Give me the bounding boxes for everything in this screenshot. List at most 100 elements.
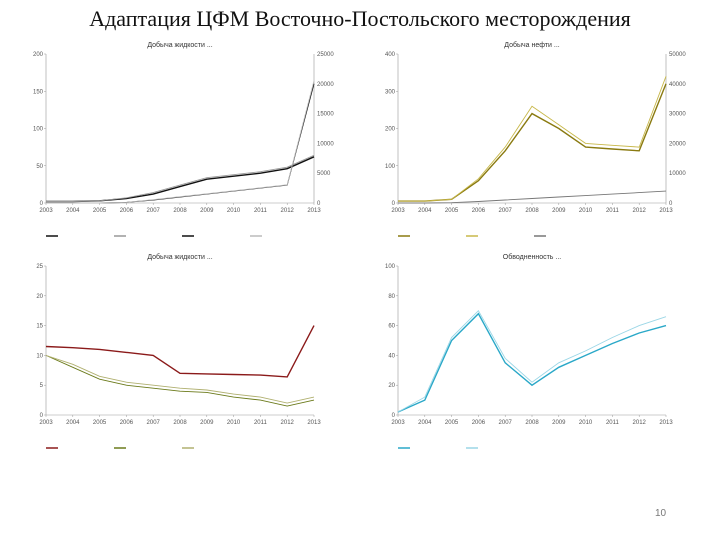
x-tick-label: 2008 [525, 208, 539, 214]
x-tick-label: 2006 [472, 420, 486, 426]
y-tick-label: 200 [385, 127, 396, 133]
x-tick-label: 2007 [147, 208, 161, 214]
y2-tick-label: 10000 [317, 141, 334, 147]
x-tick-label: 2003 [39, 208, 53, 214]
chart-title: Добыча жидкости ... [147, 41, 212, 49]
x-tick-label: 2010 [579, 420, 593, 426]
chart-panel-oil-rate: Добыча нефти ... 400 300 200 100 0 50000 40000 3… [370, 38, 700, 283]
chart-title: Добыча жидкости ... [147, 253, 212, 261]
y-tick-label: 10 [36, 353, 43, 359]
y2-tick-label: 50000 [669, 52, 686, 58]
x-tick-label: 2007 [499, 208, 513, 214]
y2-tick-label: 0 [669, 201, 673, 207]
x-tick-label: 2012 [633, 208, 647, 214]
y2-tick-label: 10000 [669, 171, 686, 177]
x-tick-label: 2009 [552, 420, 566, 426]
y-tick-label: 5 [40, 383, 44, 389]
x-tick-label: 2006 [120, 208, 134, 214]
series-line [398, 190, 667, 204]
x-tick-label: 2008 [173, 208, 187, 214]
page-number: 10 [655, 508, 667, 519]
series-line [46, 154, 315, 202]
series-line [398, 76, 667, 202]
y-tick-label: 100 [385, 164, 396, 170]
x-tick-label: 2012 [633, 420, 647, 426]
x-tick-label: 2003 [39, 420, 53, 426]
x-tick-label: 2009 [200, 208, 214, 214]
x-tick-label: 2013 [659, 208, 673, 214]
y2-tick-label: 20000 [669, 141, 686, 147]
y2-tick-label: 5000 [317, 171, 331, 177]
x-tick-label: 2006 [472, 208, 486, 214]
x-tick-label: 2003 [391, 208, 405, 214]
y2-tick-label: 0 [317, 201, 321, 207]
y-tick-label: 200 [33, 52, 44, 58]
x-tick-label: 2005 [445, 208, 459, 214]
y-tick-label: 25 [36, 264, 43, 270]
y2-tick-label: 20000 [317, 82, 334, 88]
y-tick-label: 0 [40, 201, 44, 207]
x-tick-label: 2005 [93, 208, 107, 214]
x-tick-label: 2004 [66, 208, 80, 214]
y-tick-label: 60 [388, 324, 395, 330]
chart-panel-watercut: Обводненность ... 100 80 60 40 20 0 2003 2004 200… [370, 250, 700, 495]
y-tick-label: 0 [392, 201, 396, 207]
y2-tick-label: 40000 [669, 82, 686, 88]
series-line [46, 80, 315, 204]
x-tick-label: 2010 [227, 208, 241, 214]
series-line [398, 83, 667, 202]
y-tick-label: 400 [385, 52, 396, 58]
series-line [45, 354, 315, 404]
x-tick-label: 2007 [499, 420, 513, 426]
series-line [46, 156, 315, 203]
x-tick-label: 2012 [281, 208, 295, 214]
series-line [397, 312, 667, 413]
x-tick-label: 2009 [200, 420, 214, 426]
chart-panel-liquid-rate: Добыча жидкости ... 200 150 100 50 0 25000 2000… [18, 38, 348, 283]
x-tick-label: 2012 [281, 420, 295, 426]
chart-title: Обводненность ... [503, 253, 561, 261]
x-tick-label: 2013 [659, 420, 673, 426]
y-tick-label: 40 [388, 353, 395, 359]
y-tick-label: 50 [36, 164, 43, 170]
x-tick-label: 2007 [147, 420, 161, 426]
x-tick-label: 2005 [93, 420, 107, 426]
x-tick-label: 2013 [307, 420, 321, 426]
chart-panel-liquid-rate-2: Добыча жидкости ... 25 20 15 10 5 0 2003 2004 200… [18, 250, 348, 495]
chart-svg: Добыча жидкости ... 200 150 100 50 0 25000 2000… [33, 41, 334, 237]
chart-svg: Добыча нефти ... 400 300 200 100 0 50000 40000 3… [385, 41, 686, 237]
y-tick-label: 0 [40, 413, 44, 419]
x-tick-label: 2008 [525, 420, 539, 426]
y-tick-label: 20 [388, 383, 395, 389]
series-line [45, 325, 315, 378]
y-tick-label: 150 [33, 89, 44, 95]
y-tick-label: 100 [385, 264, 396, 270]
x-tick-label: 2004 [66, 420, 80, 426]
x-tick-label: 2004 [418, 208, 432, 214]
x-tick-label: 2009 [552, 208, 566, 214]
y-tick-label: 15 [36, 324, 43, 330]
x-tick-label: 2006 [120, 420, 134, 426]
chart-title: Добыча нефти ... [504, 41, 560, 49]
x-tick-label: 2011 [606, 420, 620, 426]
y-tick-label: 0 [392, 413, 396, 419]
y2-tick-label: 30000 [669, 112, 686, 118]
x-tick-label: 2011 [254, 420, 268, 426]
x-tick-label: 2010 [227, 420, 241, 426]
x-tick-label: 2011 [254, 208, 268, 214]
x-tick-label: 2004 [418, 420, 432, 426]
x-tick-label: 2013 [307, 208, 321, 214]
x-tick-label: 2008 [173, 420, 187, 426]
y-tick-label: 80 [388, 294, 395, 300]
series-line [397, 309, 667, 413]
y-tick-label: 100 [33, 127, 44, 133]
y2-tick-label: 25000 [317, 52, 334, 58]
x-tick-label: 2010 [579, 208, 593, 214]
y2-tick-label: 15000 [317, 112, 334, 118]
series-line [45, 354, 315, 407]
slide-title: Адаптация ЦФМ Восточно-Постольского мест… [89, 6, 631, 31]
y-tick-label: 20 [36, 294, 43, 300]
y-tick-label: 300 [385, 89, 396, 95]
